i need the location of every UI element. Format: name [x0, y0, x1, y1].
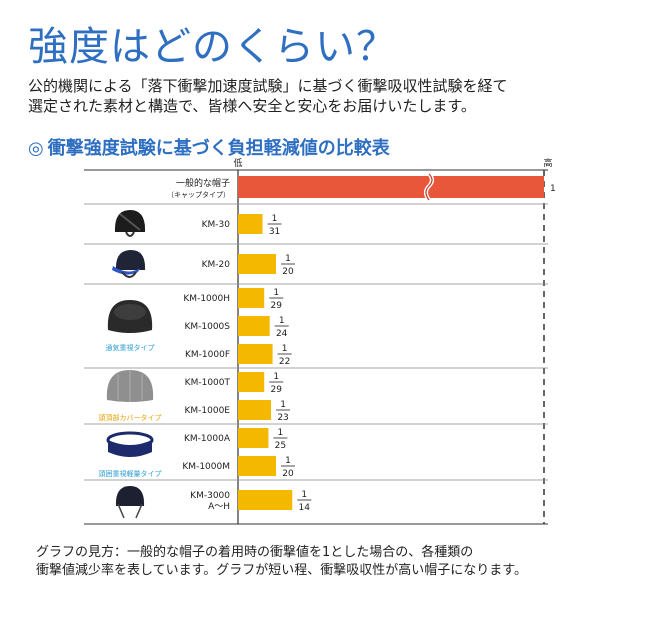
fraction-denominator: 29	[270, 301, 282, 311]
axis-low-label: 低	[233, 157, 242, 169]
category-label: KM-1000A	[184, 434, 231, 444]
fraction-denominator: 24	[276, 329, 288, 339]
page-title: 強度はどのくらい？	[28, 24, 397, 70]
intro-line-2: 選定された素材と構造で、皆様へ安全と安心をお届けいたします。	[28, 97, 476, 115]
bar	[238, 288, 265, 308]
bar	[238, 490, 293, 510]
bar	[238, 372, 265, 392]
bullet-icon: ◎	[28, 138, 44, 159]
crown-cover-cap-icon	[106, 370, 154, 402]
category-label: KM-1000H	[183, 294, 230, 304]
category-label: KM-1000M	[182, 462, 230, 472]
group-type-label: 頭頂部カバータイプ	[99, 413, 162, 422]
fraction-numerator: 1	[280, 400, 286, 410]
fraction-numerator: 1	[279, 316, 285, 326]
fraction-numerator: 1	[273, 372, 279, 382]
intro-text: 公的機関による「落下衝撃加速度試験」に基づく衝撃吸収性試験を経て 選定された素材…	[28, 76, 628, 116]
fraction-numerator: 1	[278, 428, 284, 438]
fraction-denominator: 14	[299, 503, 311, 513]
reference-value-label: 1	[550, 184, 556, 194]
fraction-denominator: 22	[279, 357, 290, 367]
category-sublabel: A～H	[208, 502, 230, 512]
fraction-numerator: 1	[273, 288, 279, 298]
group-type-label: 頭囲重視軽量タイプ	[99, 469, 162, 478]
category-label: KM-3000	[190, 491, 230, 501]
bar	[238, 316, 270, 336]
category-label: KM-30	[202, 220, 231, 230]
cap-helmet-visor-icon	[112, 250, 146, 278]
chart-title: ◎ 衝撃強度試験に基づく負担軽減値の比較表	[28, 134, 390, 160]
group-type-label: 通気重視タイプ	[106, 343, 155, 352]
bar	[238, 214, 263, 234]
fraction-numerator: 1	[285, 456, 291, 466]
fraction-denominator: 31	[269, 227, 280, 237]
cap-helmet-icon	[114, 210, 146, 237]
headband-icon	[106, 431, 154, 457]
fraction-numerator: 1	[272, 214, 278, 224]
fraction-numerator: 1	[282, 344, 288, 354]
category-label: KM-1000E	[184, 406, 230, 416]
fraction-denominator: 20	[282, 469, 294, 479]
fraction-numerator: 1	[285, 254, 291, 264]
footnote-line-1: グラフの見方：一般的な帽子の着用時の衝撃値を1とした場合の、各種類の	[36, 545, 474, 560]
bar	[238, 428, 269, 448]
category-label: KM-20	[202, 260, 231, 270]
bar	[238, 344, 273, 364]
footnote: グラフの見方：一般的な帽子の着用時の衝撃値を1とした場合の、各種類の 衝撃値減少…	[36, 544, 636, 580]
footnote-line-2: 衝撃値減少率を表しています。グラフが短い程、衝撃吸収性が高い帽子になります。	[36, 563, 528, 578]
fraction-denominator: 25	[275, 441, 286, 451]
bar	[238, 254, 276, 274]
bar	[238, 456, 276, 476]
breathable-cap-icon	[107, 300, 153, 333]
reference-bar	[238, 176, 544, 198]
reference-category-label: 一般的な帽子	[176, 177, 230, 189]
category-label: KM-1000S	[184, 322, 230, 332]
cap-helmet-strap-icon	[115, 486, 145, 519]
fraction-denominator: 20	[282, 267, 294, 277]
category-label: KM-1000T	[185, 378, 231, 388]
reference-category-sublabel: （キャップタイプ）	[167, 190, 230, 199]
axis-high-label: 高	[543, 157, 552, 169]
bar	[238, 400, 272, 420]
category-label: KM-1000F	[185, 350, 230, 360]
intro-line-1: 公的機関による「落下衝撃加速度試験」に基づく衝撃吸収性試験を経て	[28, 77, 508, 95]
axis-break-mark	[425, 173, 433, 201]
fraction-numerator: 1	[301, 490, 307, 500]
fraction-denominator: 23	[277, 413, 288, 423]
fraction-denominator: 29	[270, 385, 282, 395]
chart-title-text: 衝撃強度試験に基づく負担軽減値の比較表	[47, 138, 390, 159]
